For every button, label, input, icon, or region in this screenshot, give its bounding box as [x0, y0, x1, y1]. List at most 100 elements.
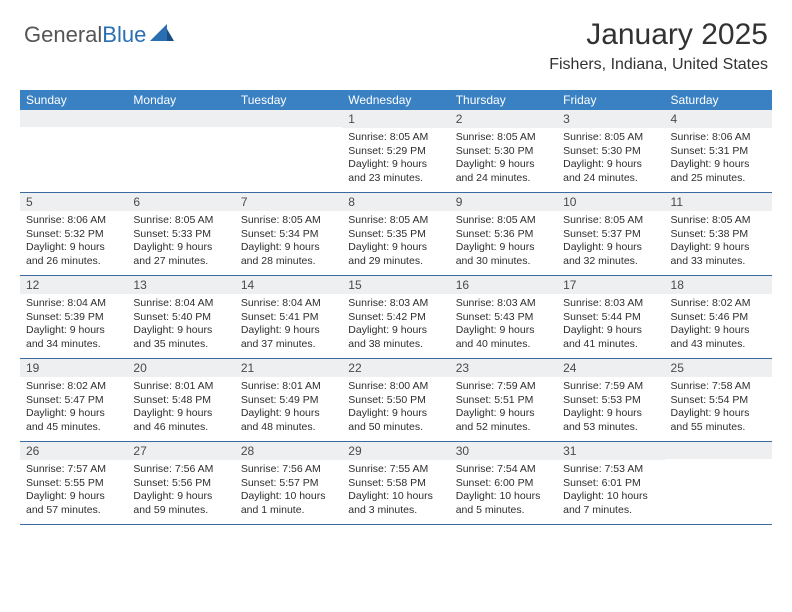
day-cell [127, 110, 234, 192]
logo-text-blue: Blue [102, 22, 146, 47]
week-row: 12Sunrise: 8:04 AMSunset: 5:39 PMDayligh… [20, 276, 772, 359]
day-data: Sunrise: 8:03 AMSunset: 5:44 PMDaylight:… [557, 294, 664, 356]
day-number: 4 [665, 110, 772, 128]
day-header: Tuesday [235, 90, 342, 110]
day-data: Sunrise: 8:05 AMSunset: 5:36 PMDaylight:… [450, 211, 557, 273]
title-block: January 2025 Fishers, Indiana, United St… [549, 18, 768, 74]
day-number: 9 [450, 193, 557, 211]
day-number: 8 [342, 193, 449, 211]
daylight-line: Daylight: 9 hours and 24 minutes. [456, 158, 551, 185]
day-number: 15 [342, 276, 449, 294]
day-number: 7 [235, 193, 342, 211]
daylight-line: Daylight: 9 hours and 40 minutes. [456, 324, 551, 351]
daylight-line: Daylight: 9 hours and 50 minutes. [348, 407, 443, 434]
sunrise-line: Sunrise: 8:02 AM [26, 380, 121, 394]
daylight-line: Daylight: 9 hours and 55 minutes. [671, 407, 766, 434]
week-row: 26Sunrise: 7:57 AMSunset: 5:55 PMDayligh… [20, 442, 772, 525]
day-data: Sunrise: 8:05 AMSunset: 5:38 PMDaylight:… [665, 211, 772, 273]
sunrise-line: Sunrise: 8:05 AM [133, 214, 228, 228]
day-data: Sunrise: 8:02 AMSunset: 5:46 PMDaylight:… [665, 294, 772, 356]
logo-triangle-icon [150, 24, 174, 47]
sunrise-line: Sunrise: 8:04 AM [133, 297, 228, 311]
day-number [20, 110, 127, 127]
day-cell: 22Sunrise: 8:00 AMSunset: 5:50 PMDayligh… [342, 359, 449, 441]
day-data: Sunrise: 8:05 AMSunset: 5:30 PMDaylight:… [450, 128, 557, 190]
sunrise-line: Sunrise: 8:05 AM [241, 214, 336, 228]
daylight-line: Daylight: 9 hours and 32 minutes. [563, 241, 658, 268]
day-number: 11 [665, 193, 772, 211]
day-data: Sunrise: 7:53 AMSunset: 6:01 PMDaylight:… [557, 460, 664, 522]
weeks-container: 1Sunrise: 8:05 AMSunset: 5:29 PMDaylight… [20, 110, 772, 525]
header: GeneralBlue January 2025 Fishers, Indian… [0, 0, 792, 80]
sunrise-line: Sunrise: 7:55 AM [348, 463, 443, 477]
sunset-line: Sunset: 5:36 PM [456, 228, 551, 242]
day-number: 13 [127, 276, 234, 294]
sunset-line: Sunset: 5:54 PM [671, 394, 766, 408]
sunset-line: Sunset: 5:48 PM [133, 394, 228, 408]
day-cell: 19Sunrise: 8:02 AMSunset: 5:47 PMDayligh… [20, 359, 127, 441]
week-row: 19Sunrise: 8:02 AMSunset: 5:47 PMDayligh… [20, 359, 772, 442]
day-cell: 26Sunrise: 7:57 AMSunset: 5:55 PMDayligh… [20, 442, 127, 524]
day-number: 2 [450, 110, 557, 128]
day-cell: 10Sunrise: 8:05 AMSunset: 5:37 PMDayligh… [557, 193, 664, 275]
day-number: 5 [20, 193, 127, 211]
week-row: 5Sunrise: 8:06 AMSunset: 5:32 PMDaylight… [20, 193, 772, 276]
sunrise-line: Sunrise: 8:06 AM [671, 131, 766, 145]
day-number: 1 [342, 110, 449, 128]
daylight-line: Daylight: 9 hours and 41 minutes. [563, 324, 658, 351]
day-number [127, 110, 234, 127]
day-number: 23 [450, 359, 557, 377]
day-header-row: SundayMondayTuesdayWednesdayThursdayFrid… [20, 90, 772, 110]
day-cell: 5Sunrise: 8:06 AMSunset: 5:32 PMDaylight… [20, 193, 127, 275]
day-cell [20, 110, 127, 192]
day-data: Sunrise: 7:56 AMSunset: 5:56 PMDaylight:… [127, 460, 234, 522]
sunset-line: Sunset: 5:30 PM [456, 145, 551, 159]
location: Fishers, Indiana, United States [549, 56, 768, 74]
day-number: 17 [557, 276, 664, 294]
day-header: Saturday [665, 90, 772, 110]
logo: GeneralBlue [24, 22, 174, 48]
sunrise-line: Sunrise: 8:04 AM [241, 297, 336, 311]
daylight-line: Daylight: 9 hours and 30 minutes. [456, 241, 551, 268]
day-number: 25 [665, 359, 772, 377]
sunrise-line: Sunrise: 7:53 AM [563, 463, 658, 477]
day-number: 24 [557, 359, 664, 377]
sunset-line: Sunset: 5:37 PM [563, 228, 658, 242]
daylight-line: Daylight: 9 hours and 28 minutes. [241, 241, 336, 268]
sunset-line: Sunset: 5:42 PM [348, 311, 443, 325]
sunrise-line: Sunrise: 7:56 AM [241, 463, 336, 477]
day-cell: 11Sunrise: 8:05 AMSunset: 5:38 PMDayligh… [665, 193, 772, 275]
sunset-line: Sunset: 5:46 PM [671, 311, 766, 325]
sunrise-line: Sunrise: 7:58 AM [671, 380, 766, 394]
day-data: Sunrise: 7:57 AMSunset: 5:55 PMDaylight:… [20, 460, 127, 522]
day-cell: 1Sunrise: 8:05 AMSunset: 5:29 PMDaylight… [342, 110, 449, 192]
day-header: Wednesday [342, 90, 449, 110]
sunrise-line: Sunrise: 8:01 AM [133, 380, 228, 394]
day-data: Sunrise: 8:01 AMSunset: 5:48 PMDaylight:… [127, 377, 234, 439]
sunset-line: Sunset: 5:40 PM [133, 311, 228, 325]
daylight-line: Daylight: 9 hours and 46 minutes. [133, 407, 228, 434]
day-cell: 23Sunrise: 7:59 AMSunset: 5:51 PMDayligh… [450, 359, 557, 441]
day-data: Sunrise: 8:05 AMSunset: 5:30 PMDaylight:… [557, 128, 664, 190]
day-cell: 8Sunrise: 8:05 AMSunset: 5:35 PMDaylight… [342, 193, 449, 275]
sunset-line: Sunset: 5:50 PM [348, 394, 443, 408]
day-number: 19 [20, 359, 127, 377]
logo-text: GeneralBlue [24, 22, 146, 48]
daylight-line: Daylight: 9 hours and 37 minutes. [241, 324, 336, 351]
daylight-line: Daylight: 10 hours and 5 minutes. [456, 490, 551, 517]
day-data: Sunrise: 8:05 AMSunset: 5:33 PMDaylight:… [127, 211, 234, 273]
day-cell: 15Sunrise: 8:03 AMSunset: 5:42 PMDayligh… [342, 276, 449, 358]
sunrise-line: Sunrise: 8:04 AM [26, 297, 121, 311]
sunrise-line: Sunrise: 7:59 AM [456, 380, 551, 394]
day-data: Sunrise: 7:59 AMSunset: 5:53 PMDaylight:… [557, 377, 664, 439]
day-data: Sunrise: 8:05 AMSunset: 5:37 PMDaylight:… [557, 211, 664, 273]
daylight-line: Daylight: 9 hours and 35 minutes. [133, 324, 228, 351]
sunset-line: Sunset: 5:58 PM [348, 477, 443, 491]
sunset-line: Sunset: 5:30 PM [563, 145, 658, 159]
sunrise-line: Sunrise: 7:54 AM [456, 463, 551, 477]
sunset-line: Sunset: 5:56 PM [133, 477, 228, 491]
daylight-line: Daylight: 9 hours and 27 minutes. [133, 241, 228, 268]
daylight-line: Daylight: 9 hours and 24 minutes. [563, 158, 658, 185]
sunrise-line: Sunrise: 7:59 AM [563, 380, 658, 394]
sunrise-line: Sunrise: 8:05 AM [456, 214, 551, 228]
